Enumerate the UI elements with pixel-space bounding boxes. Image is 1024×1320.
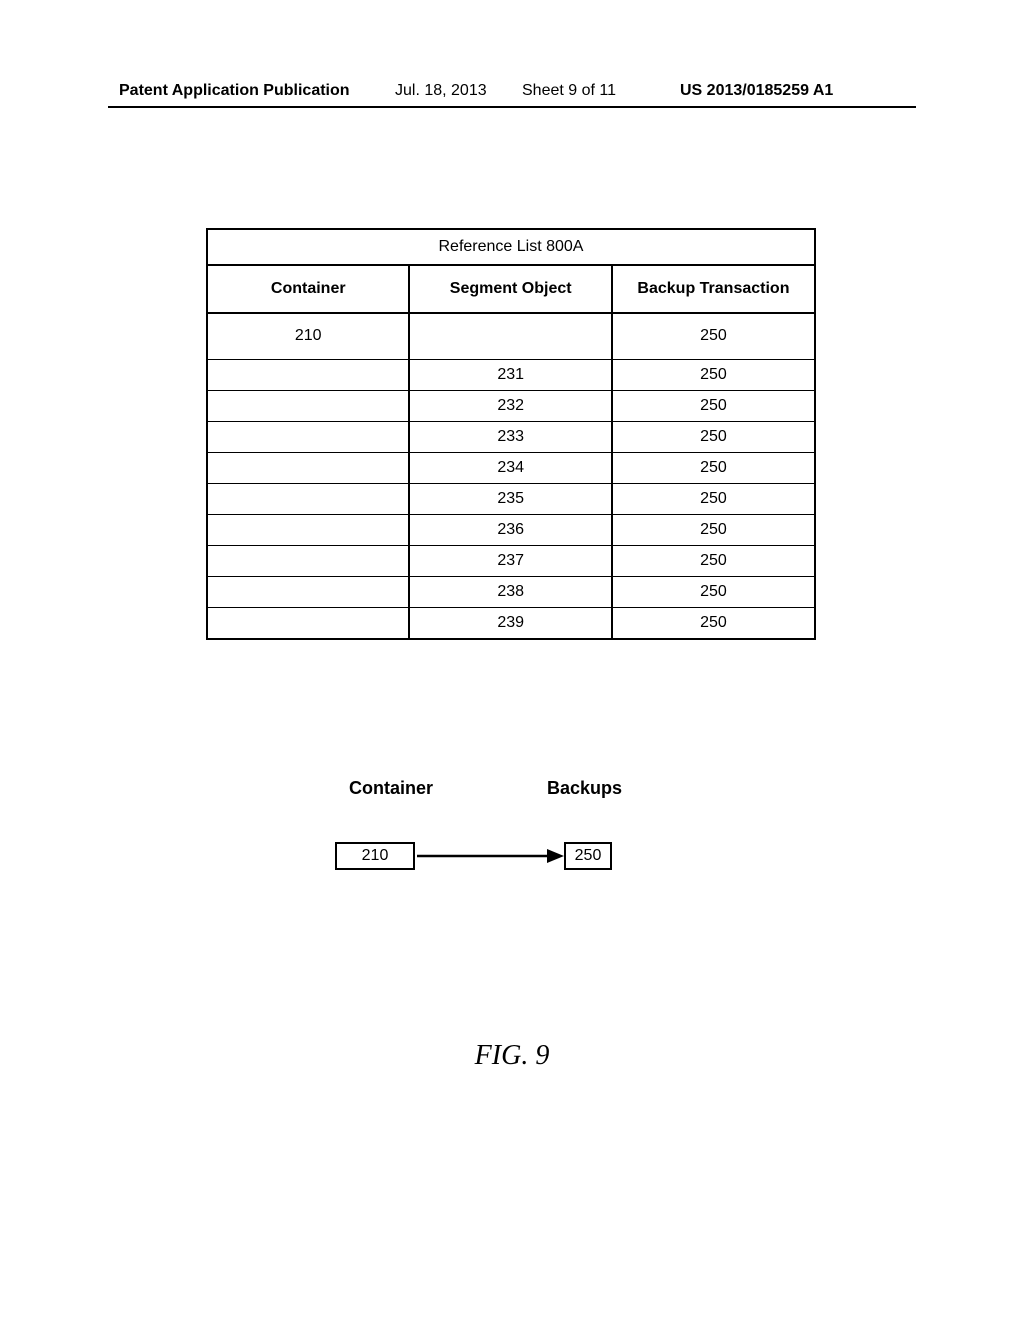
table-row: 239 250: [207, 607, 815, 639]
col-segment: Segment Object: [409, 265, 611, 313]
table-row: 232 250: [207, 390, 815, 421]
col-backup: Backup Transaction: [612, 265, 815, 313]
cell-backup: 250: [612, 545, 815, 576]
figure-caption: FIG. 9: [0, 1040, 1024, 1072]
table-title-row: Reference List 800A: [207, 229, 815, 265]
cell-backup: 250: [612, 483, 815, 514]
table-row: 233 250: [207, 421, 815, 452]
cell-backup: 250: [612, 576, 815, 607]
publication-date: Jul. 18, 2013: [395, 82, 487, 100]
document-number: US 2013/0185259 A1: [680, 82, 833, 100]
sheet-number: Sheet 9 of 11: [522, 82, 616, 100]
cell-backup: 250: [612, 421, 815, 452]
table-row: 236 250: [207, 514, 815, 545]
container-box: 210: [335, 842, 415, 870]
table-row: 231 250: [207, 359, 815, 390]
cell-segment: 232: [409, 390, 611, 421]
arrow-icon: [417, 846, 564, 866]
cell-backup: 250: [612, 390, 815, 421]
container-label: Container: [349, 778, 433, 799]
cell-container: [207, 452, 409, 483]
header-rule: [108, 106, 916, 108]
cell-container: 210: [207, 313, 409, 359]
reference-table: Reference List 800A Container Segment Ob…: [206, 228, 816, 640]
cell-segment: 237: [409, 545, 611, 576]
cell-segment: 234: [409, 452, 611, 483]
cell-container: [207, 576, 409, 607]
table-row: 238 250: [207, 576, 815, 607]
cell-container: [207, 483, 409, 514]
table-row: 234 250: [207, 452, 815, 483]
cell-segment: [409, 313, 611, 359]
cell-segment: 233: [409, 421, 611, 452]
cell-segment: 236: [409, 514, 611, 545]
table-title: Reference List 800A: [207, 229, 815, 265]
col-container: Container: [207, 265, 409, 313]
table-row: 237 250: [207, 545, 815, 576]
table-header-row: Container Segment Object Backup Transact…: [207, 265, 815, 313]
table-row: 235 250: [207, 483, 815, 514]
cell-container: [207, 514, 409, 545]
cell-segment: 239: [409, 607, 611, 639]
cell-backup: 250: [612, 607, 815, 639]
cell-segment: 235: [409, 483, 611, 514]
cell-backup: 250: [612, 452, 815, 483]
backups-label: Backups: [547, 778, 622, 799]
cell-backup: 250: [612, 313, 815, 359]
cell-backup: 250: [612, 514, 815, 545]
cell-container: [207, 390, 409, 421]
cell-backup: 250: [612, 359, 815, 390]
cell-segment: 238: [409, 576, 611, 607]
cell-container: [207, 359, 409, 390]
publication-label: Patent Application Publication: [119, 82, 350, 100]
cell-container: [207, 421, 409, 452]
backup-box: 250: [564, 842, 612, 870]
cell-segment: 231: [409, 359, 611, 390]
cell-container: [207, 545, 409, 576]
cell-container: [207, 607, 409, 639]
table-row: 210 250: [207, 313, 815, 359]
